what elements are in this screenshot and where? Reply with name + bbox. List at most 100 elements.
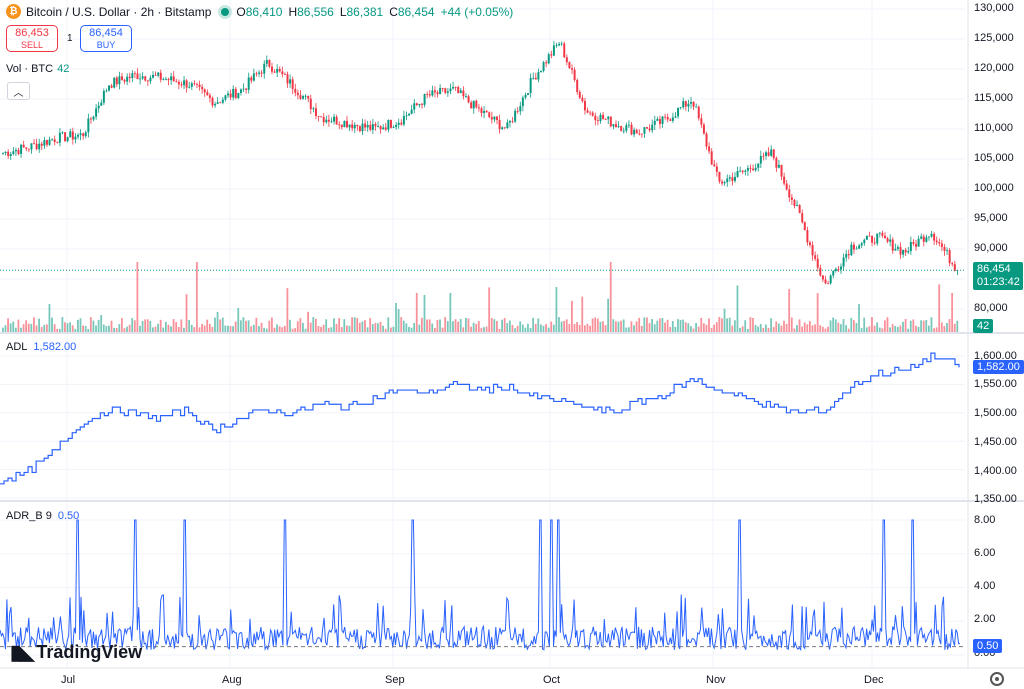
volume-bar	[413, 323, 416, 332]
sell-button[interactable]: 86,453 SELL	[6, 25, 58, 52]
candle-body	[733, 176, 736, 181]
volume-bar	[785, 323, 788, 332]
volume-bar	[878, 327, 881, 332]
candle-body	[314, 108, 317, 116]
volume-bar	[9, 323, 12, 332]
volume-bar	[120, 318, 123, 332]
candle-body	[216, 102, 219, 104]
candle-body	[630, 124, 633, 135]
volume-legend[interactable]: Vol · BTC 42	[6, 63, 69, 75]
volume-bar	[421, 317, 423, 332]
volume-bar	[658, 318, 661, 332]
volume-bar	[534, 323, 537, 332]
candle-body	[480, 108, 483, 114]
candle-body	[677, 107, 680, 117]
candle-body	[433, 90, 436, 93]
candle-body	[560, 43, 563, 45]
candle-body	[516, 110, 519, 112]
candle-body	[490, 117, 493, 120]
volume-bar	[79, 318, 82, 332]
volume-bar	[651, 319, 653, 332]
candle-body	[695, 106, 698, 108]
x-axis-label: Dec	[864, 674, 884, 686]
volume-bar	[449, 292, 452, 332]
volume-bar	[118, 324, 121, 332]
buy-button[interactable]: 86,454 BUY	[80, 25, 132, 52]
price-tick: 125,000	[974, 32, 1014, 44]
candle-body	[858, 245, 861, 249]
adr-axis-tag: 0.50	[973, 639, 1003, 653]
volume-bar	[477, 321, 480, 332]
candle-body	[175, 81, 178, 82]
volume-bar	[110, 320, 113, 332]
volume-bar	[56, 328, 59, 332]
candle-body	[335, 116, 338, 125]
candle-body	[710, 151, 713, 165]
candle-body	[464, 96, 467, 97]
candle-body	[358, 126, 361, 132]
candle-body	[796, 204, 799, 206]
volume-bar	[170, 326, 172, 332]
volume-bar	[177, 326, 180, 332]
candle-body	[930, 233, 933, 237]
volume-bar	[617, 321, 620, 332]
candle-body	[886, 238, 889, 242]
volume-bar	[291, 328, 294, 332]
volume-bar	[276, 324, 278, 332]
symbol-title[interactable]: Bitcoin / U.S. Dollar · 2h · Bitstamp	[26, 4, 212, 19]
volume-bar	[858, 304, 860, 332]
volume-bar	[51, 317, 53, 332]
volume-bar	[146, 319, 149, 332]
candle-body	[514, 110, 517, 122]
candle-body	[69, 131, 72, 138]
volume-bar	[40, 326, 43, 332]
volume-bar	[392, 326, 395, 332]
spread-value: 1	[67, 33, 73, 44]
candle-body	[115, 77, 118, 85]
adl-legend[interactable]: ADL 1,582.00	[6, 341, 76, 353]
volume-bar	[296, 321, 299, 332]
candle-body	[120, 76, 123, 80]
volume-bar	[842, 319, 845, 332]
candle-body	[164, 78, 167, 80]
volume-bar	[927, 325, 930, 332]
volume-bar	[467, 318, 470, 332]
candle-body	[268, 60, 271, 67]
candle-body	[25, 147, 28, 149]
candle-body	[622, 130, 625, 132]
volume-bar	[909, 320, 912, 332]
gear-icon[interactable]	[990, 672, 1004, 686]
volume-bar	[71, 325, 74, 332]
volume-bar	[697, 326, 700, 332]
volume-bar	[902, 321, 904, 332]
candle-body	[71, 131, 74, 140]
candle-body	[97, 105, 100, 109]
volume-bar	[635, 321, 638, 332]
volume-bar	[159, 319, 162, 332]
volume-bar	[356, 318, 359, 332]
candle-body	[82, 133, 85, 137]
chevron-up-icon[interactable]: ︿	[7, 82, 30, 100]
candle-body	[850, 244, 853, 256]
candle-body	[485, 110, 488, 113]
candle-body	[61, 132, 64, 133]
candle-body	[754, 167, 757, 171]
candle-body	[395, 124, 398, 128]
candle-body	[798, 204, 801, 214]
volume-bar	[589, 325, 591, 332]
volume-bar	[446, 321, 449, 332]
candle-body	[353, 124, 356, 129]
adr-tick: 4.00	[974, 580, 996, 592]
volume-bar	[245, 320, 247, 332]
volume-bar	[521, 324, 524, 332]
price-tick: 90,000	[974, 242, 1008, 254]
volume-bar	[674, 326, 677, 332]
adr-legend[interactable]: ADR_B 9 0.50	[6, 510, 79, 522]
volume-bar	[496, 321, 498, 332]
candle-body	[48, 139, 51, 145]
candle-body	[294, 88, 297, 93]
volume-bar	[493, 319, 496, 332]
tradingview-logo[interactable]: ▮◣ TradingView	[10, 640, 142, 665]
candle-body	[454, 87, 457, 88]
